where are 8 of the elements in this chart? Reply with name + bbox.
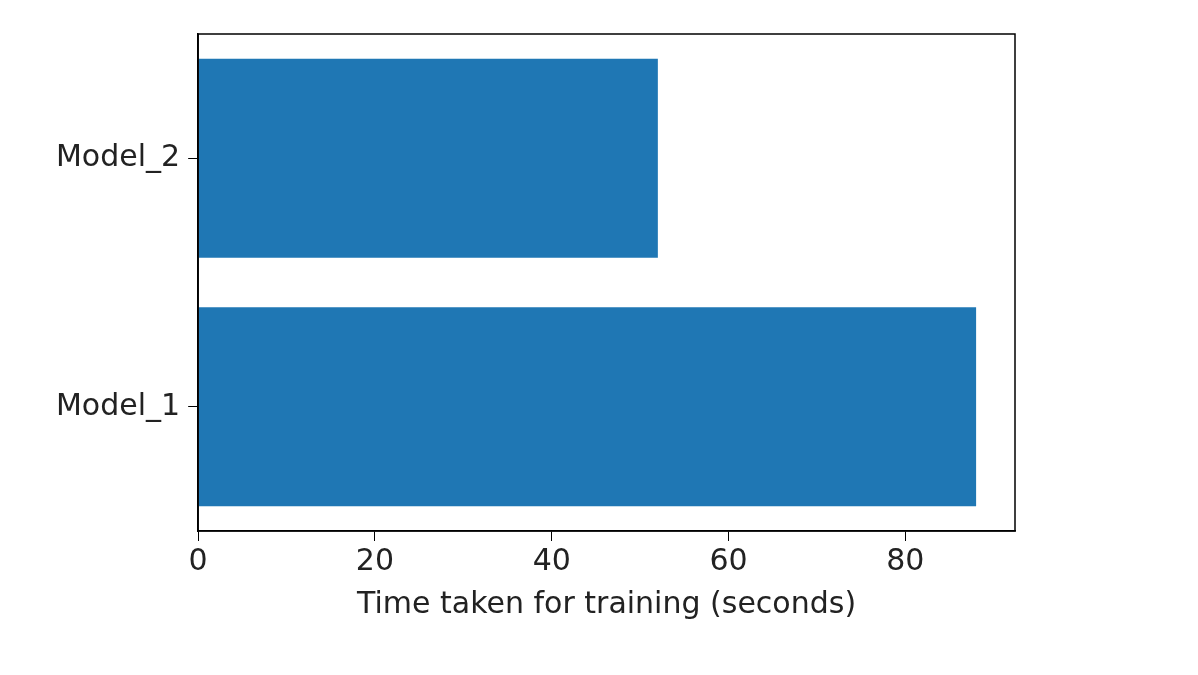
y-tick-label: Model_1 — [55, 386, 181, 422]
x-axis-title: Time taken for training (seconds) — [356, 584, 857, 620]
x-tick-label: 0 — [188, 541, 208, 577]
y-tick-label: Model_2 — [55, 138, 181, 174]
x-tick-label: 40 — [532, 541, 571, 577]
x-tick-label: 60 — [709, 541, 748, 577]
x-tick-label: 20 — [355, 541, 395, 577]
x-tick-label: 80 — [886, 541, 925, 577]
